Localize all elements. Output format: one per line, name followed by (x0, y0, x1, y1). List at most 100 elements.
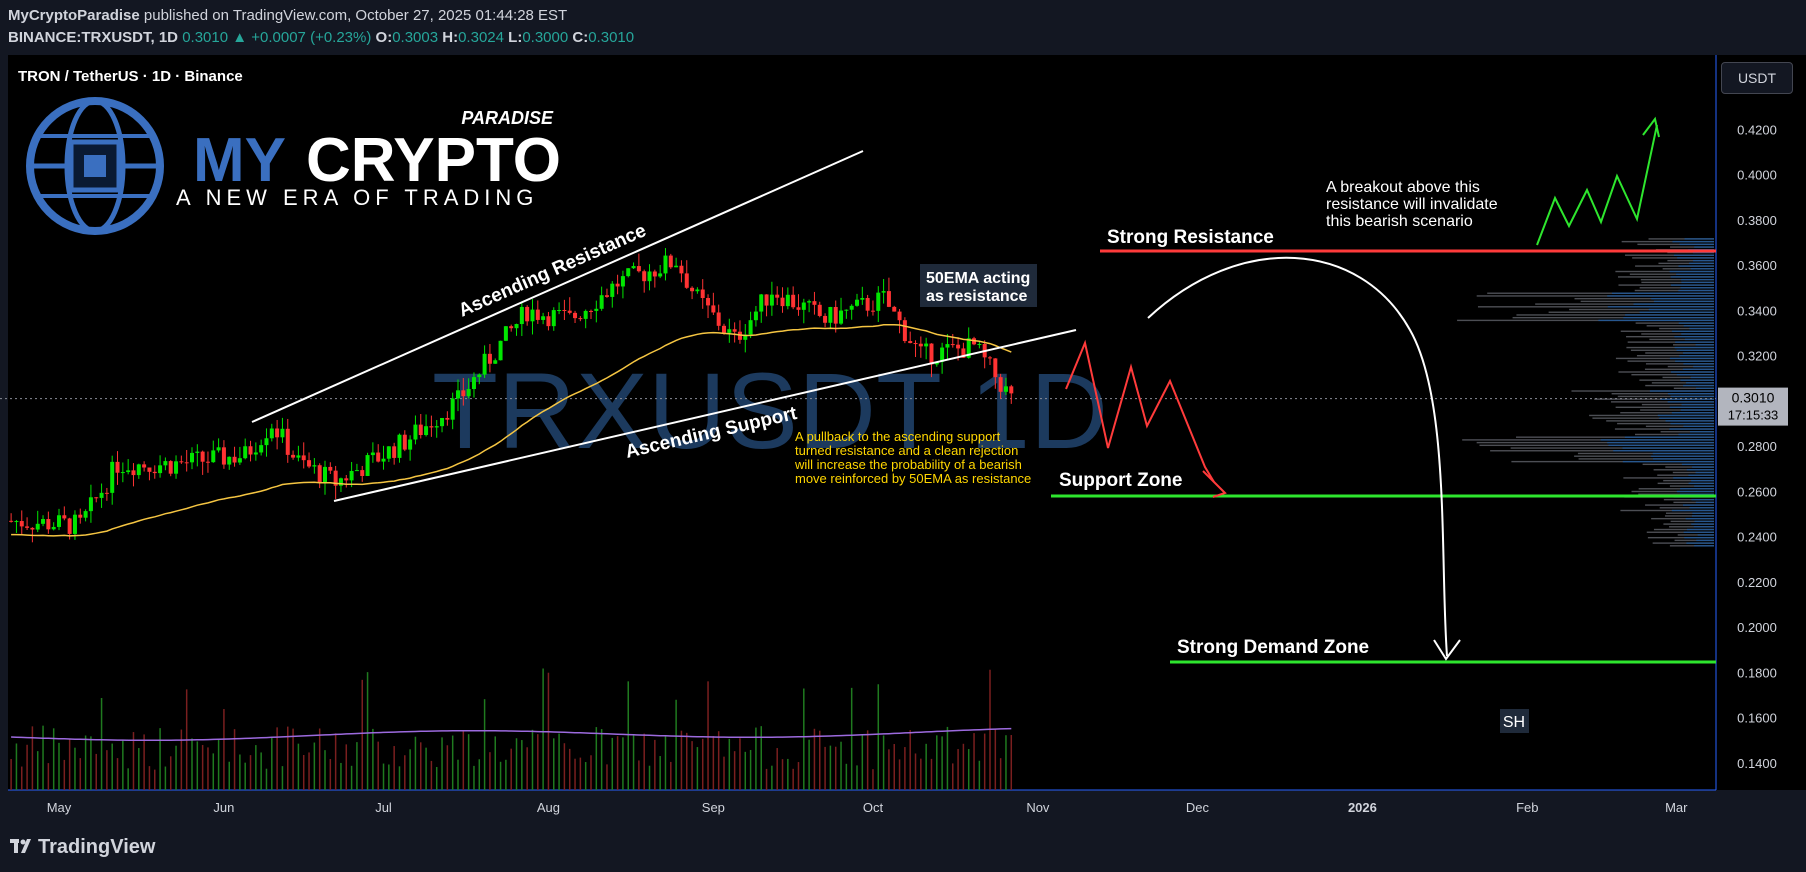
candle-body (323, 466, 327, 483)
chart-pane[interactable] (8, 55, 1716, 790)
candle-body (663, 255, 668, 274)
candle-body (338, 478, 343, 486)
volume-profile-row-up (1681, 403, 1714, 406)
candle-body (429, 426, 434, 428)
volume-profile-row-up (1669, 357, 1714, 360)
volume-profile-row-up (1685, 517, 1714, 520)
volume-profile-row-up (1680, 379, 1714, 381)
volume-profile-row-up (1681, 281, 1714, 284)
volume-profile-row (1638, 488, 1714, 490)
candle-body (179, 461, 184, 463)
candle-body (828, 306, 833, 323)
volume-profile-row (1625, 254, 1714, 256)
candle-body (700, 289, 705, 299)
volume-profile-row (1662, 268, 1714, 270)
candle-body (498, 340, 503, 361)
volume-profile-row-up (1691, 479, 1714, 482)
volume-profile-row (1663, 523, 1714, 525)
tradingview-logo[interactable]: TradingView (10, 836, 155, 859)
volume-profile-row (1653, 528, 1714, 531)
volume-profile-row-up (1670, 395, 1714, 398)
volume-profile-row (1623, 477, 1714, 479)
volume-profile-row (1626, 335, 1714, 338)
candle-body (557, 309, 562, 311)
ascending-resistance-line[interactable] (251, 150, 864, 423)
volume-profile-row-up (1669, 406, 1714, 409)
volume-profile-row (1636, 355, 1714, 357)
candle-body (227, 456, 232, 465)
candle-body (83, 511, 88, 518)
volume-profile-row-up (1611, 292, 1714, 294)
close-value: 0.3010 (588, 29, 635, 46)
volume-profile-row (1651, 382, 1714, 384)
candle-body (620, 276, 625, 287)
bearish-arrow-head (1202, 470, 1227, 498)
volume-profile-row-up (1695, 344, 1714, 346)
candle-body (551, 310, 556, 327)
volume-profile-row-up (1654, 300, 1714, 303)
volume-profile-row-up (1676, 349, 1714, 351)
candle-body (525, 306, 530, 322)
publisher-name[interactable]: MyCryptoParadise (8, 7, 140, 24)
candle-body (652, 271, 657, 277)
volume-profile-row (1645, 425, 1714, 428)
candle-body (402, 434, 407, 450)
candle-body (174, 461, 179, 474)
volume-profile-row-up (1672, 330, 1714, 332)
time-tick-label: Dec (1186, 800, 1210, 815)
volume-profile-row-up (1694, 485, 1714, 487)
candle-body (578, 318, 583, 320)
price-change: ▲ +0.0007 (+0.23%) (232, 29, 372, 46)
volume-profile-row (1667, 259, 1714, 262)
volume-profile-row (1669, 485, 1714, 487)
volume-profile-row-up (1607, 306, 1714, 308)
volume-profile-row-up (1686, 469, 1714, 471)
low-value: 0.3000 (522, 29, 569, 46)
candle-body (945, 344, 950, 348)
strong-resistance-label: Strong Resistance (1107, 227, 1274, 248)
chart-header: MyCryptoParadise published on TradingVie… (0, 0, 1806, 55)
candle-body (929, 343, 934, 365)
volume-profile-row-up (1697, 534, 1714, 536)
price-chart[interactable]: TRXUSDT 1D Ascending Resistance Ascendin… (0, 55, 1806, 827)
volume-profile-row-up (1649, 390, 1714, 392)
brand-my: MY (193, 126, 286, 195)
candle-body (886, 291, 891, 307)
candle-body (668, 255, 673, 268)
volume-profile-row (1610, 401, 1714, 403)
open-label: O: (375, 29, 393, 46)
volume-profile-row (1641, 333, 1714, 335)
volume-profile-row (1476, 441, 1714, 444)
candle-body (514, 324, 519, 329)
ascending-support-line[interactable] (333, 329, 1077, 502)
candle-body (695, 289, 700, 292)
volume-profile-row (1617, 422, 1714, 425)
volume-profile-row (1620, 509, 1714, 512)
chart-legend[interactable]: TRON / TetherUS · 1D · Binance (18, 68, 243, 85)
candle-body (844, 309, 849, 311)
candle-body (961, 348, 966, 358)
candle-body (839, 310, 844, 324)
candle-body (897, 311, 902, 321)
candle-body (471, 377, 476, 390)
high-value: 0.3024 (458, 29, 504, 46)
candle-body (253, 452, 258, 455)
volume-profile-row (1677, 534, 1714, 536)
volume-profile-row-up (1695, 471, 1714, 474)
candle-body (998, 377, 1003, 392)
candle-body (72, 514, 77, 534)
candle-body (168, 461, 173, 474)
candle-body (711, 305, 716, 313)
pullback-note-line3: will increase the probability of a beari… (794, 457, 1022, 472)
volume-profile-row-up (1674, 346, 1714, 349)
breakout-note-line2: resistance will invalidate (1326, 196, 1498, 213)
candle-body (855, 299, 859, 306)
currency-button[interactable]: USDT (1721, 62, 1793, 94)
volume-profile-row-up (1696, 539, 1714, 542)
volume-profile-row (1673, 501, 1714, 504)
price-tick-label: 0.3800 (1737, 213, 1777, 228)
breakout-note-line3: this bearish scenario (1326, 213, 1473, 230)
volume-profile-row-up (1669, 428, 1714, 430)
current-price-badge: 0.3010 17:15:33 (1718, 387, 1788, 426)
candle-body (25, 526, 30, 528)
